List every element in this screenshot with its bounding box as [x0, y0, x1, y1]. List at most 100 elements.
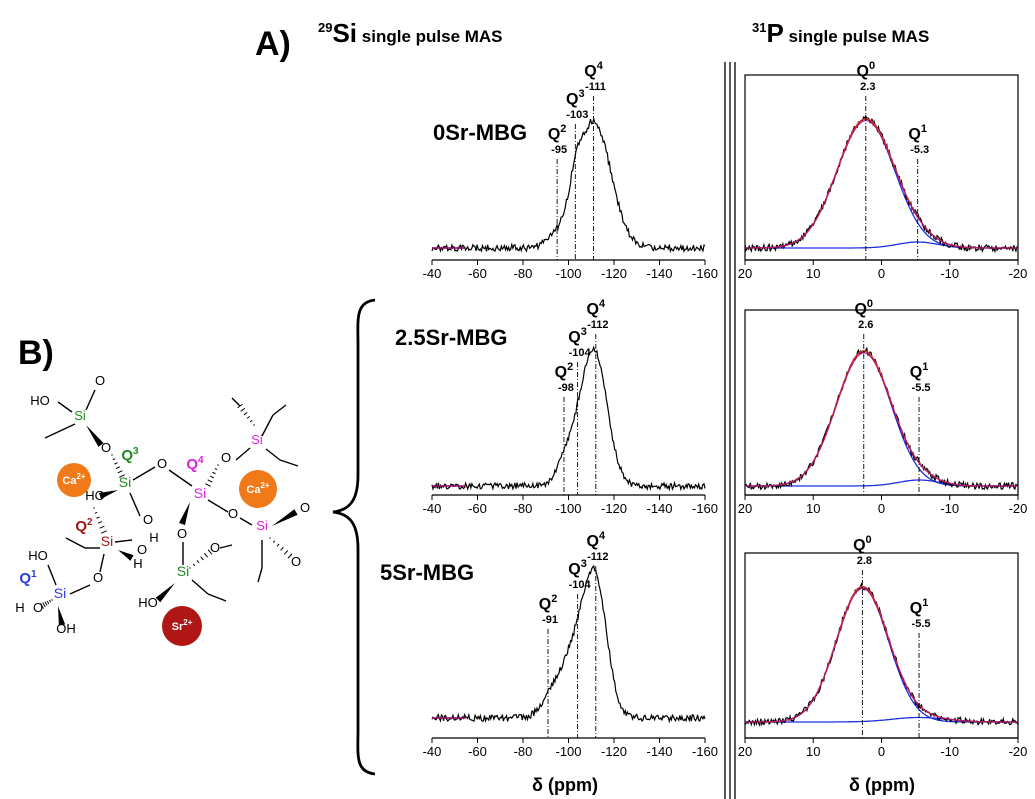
bond [239, 517, 253, 526]
atom-si-q3: Si [119, 474, 131, 490]
x-tick-label: -140 [646, 501, 672, 516]
peak-q-label: Q1 [908, 123, 927, 143]
hash-bond [189, 567, 191, 569]
x-tick-label: -40 [423, 744, 442, 759]
hash-bond [204, 552, 208, 558]
hash-bond [42, 602, 46, 608]
peak-q-letter: Q [587, 301, 599, 318]
peak-shift-label: -112 [587, 551, 608, 563]
peak-q-sup: 3 [578, 88, 584, 100]
atom-o: O [137, 542, 147, 557]
si-header: 29Si single pulse MAS [318, 18, 503, 48]
x-tick-label: -60 [468, 744, 487, 759]
hash-bond [214, 467, 218, 471]
p-header: 31P single pulse MAS [752, 18, 929, 48]
peak-q-letter: Q [539, 596, 551, 613]
bond [44, 423, 76, 439]
hash-bond [253, 424, 255, 426]
experimental-spectrum [744, 582, 1019, 727]
structure-q-sup: 1 [31, 569, 37, 580]
peak-q-label: Q1 [910, 597, 929, 617]
bond [65, 537, 86, 549]
hash-bond [99, 525, 105, 529]
bond [47, 564, 57, 586]
ion-sr-label: Sr2+ [172, 618, 193, 633]
structure-q-label: Q3 [121, 446, 139, 464]
hash-bond [117, 470, 123, 474]
hash-bond [97, 521, 103, 524]
atom-o: O [101, 440, 111, 455]
hash-bond [269, 537, 271, 539]
wedge-bond [98, 490, 118, 500]
bond [99, 553, 105, 573]
peak-shift-label: -91 [542, 614, 558, 626]
hash-bond [93, 507, 95, 509]
peak-q-letter: Q [568, 561, 580, 578]
x-tick-label: -80 [514, 744, 533, 759]
x-tick-label: -160 [692, 501, 718, 516]
peak-q-sup: 2 [567, 361, 573, 373]
x-tick-label: -20 [1009, 266, 1028, 281]
structure-q-sup: 2 [87, 517, 93, 528]
ion-ca [239, 470, 277, 508]
experimental-spectrum [744, 346, 1019, 491]
bond [257, 567, 263, 583]
x-tick-label: -160 [692, 266, 718, 281]
x-tick-label: -60 [468, 501, 487, 516]
hash-bond [96, 516, 100, 519]
curly-brace [332, 298, 376, 776]
nmr-charts: 0Sr-MBG-40 -60 -80 -100 -120 -140 -160Q2-95Q3-… [380, 60, 1027, 759]
peak-q-sup: 3 [581, 558, 587, 570]
peak-q-letter: Q [853, 537, 865, 554]
peak-shift-label: -112 [587, 319, 608, 331]
bond [219, 544, 233, 549]
fit-envelope [745, 587, 1018, 723]
atom-o: O [228, 506, 238, 521]
x-tick-label: -160 [692, 744, 718, 759]
p-header-text: single pulse MAS [784, 27, 929, 46]
peak-q-label: Q3 [568, 558, 587, 578]
atom-oh: OH [56, 621, 76, 636]
bond [191, 579, 209, 595]
peak-shift-label: -111 [585, 81, 606, 93]
peak-q-letter: Q [908, 126, 920, 143]
atom-o: O [177, 526, 187, 541]
experimental-spectrum [431, 116, 706, 254]
sample-label: 2.5Sr-MBG [395, 325, 507, 350]
bond [235, 447, 251, 461]
peak-q-label: Q2 [548, 123, 567, 143]
wedge-bond [155, 583, 175, 603]
atom-si-q2: Si [101, 533, 113, 549]
atom-si: Si [177, 563, 189, 579]
bond [114, 539, 133, 543]
hash-bond [40, 603, 44, 609]
fit-total [745, 350, 1018, 487]
ion-element: Ca [246, 484, 261, 496]
hash-bond [94, 511, 98, 514]
plot-frame [744, 74, 1019, 261]
hash-bond [114, 462, 118, 465]
peak-q-letter: Q [857, 63, 869, 80]
p-header-element: P [766, 18, 783, 48]
x-tick-label: 20 [738, 501, 752, 516]
peak-q-sup: 0 [866, 534, 872, 546]
peak-q-label: Q4 [584, 60, 603, 80]
atom-si-q4: Si [194, 485, 206, 501]
structure-q-sup: 3 [133, 446, 139, 457]
atom-ho: HO [28, 548, 48, 563]
panel-b-label: B) [18, 334, 54, 372]
x-tick-label: -40 [423, 266, 442, 281]
atom-ho: HO [30, 393, 50, 408]
peak-q-label: Q2 [555, 361, 574, 381]
hash-bond [119, 474, 125, 478]
peak-q-letter: Q [566, 91, 578, 108]
hash-bond [44, 601, 48, 606]
atom-h: H [15, 600, 24, 615]
atom-o: O [210, 540, 220, 555]
hash-bond [192, 563, 196, 567]
x-tick-label: -140 [646, 744, 672, 759]
bond [207, 499, 229, 513]
plot-frame [744, 309, 1019, 496]
atom-o: O [143, 512, 153, 527]
